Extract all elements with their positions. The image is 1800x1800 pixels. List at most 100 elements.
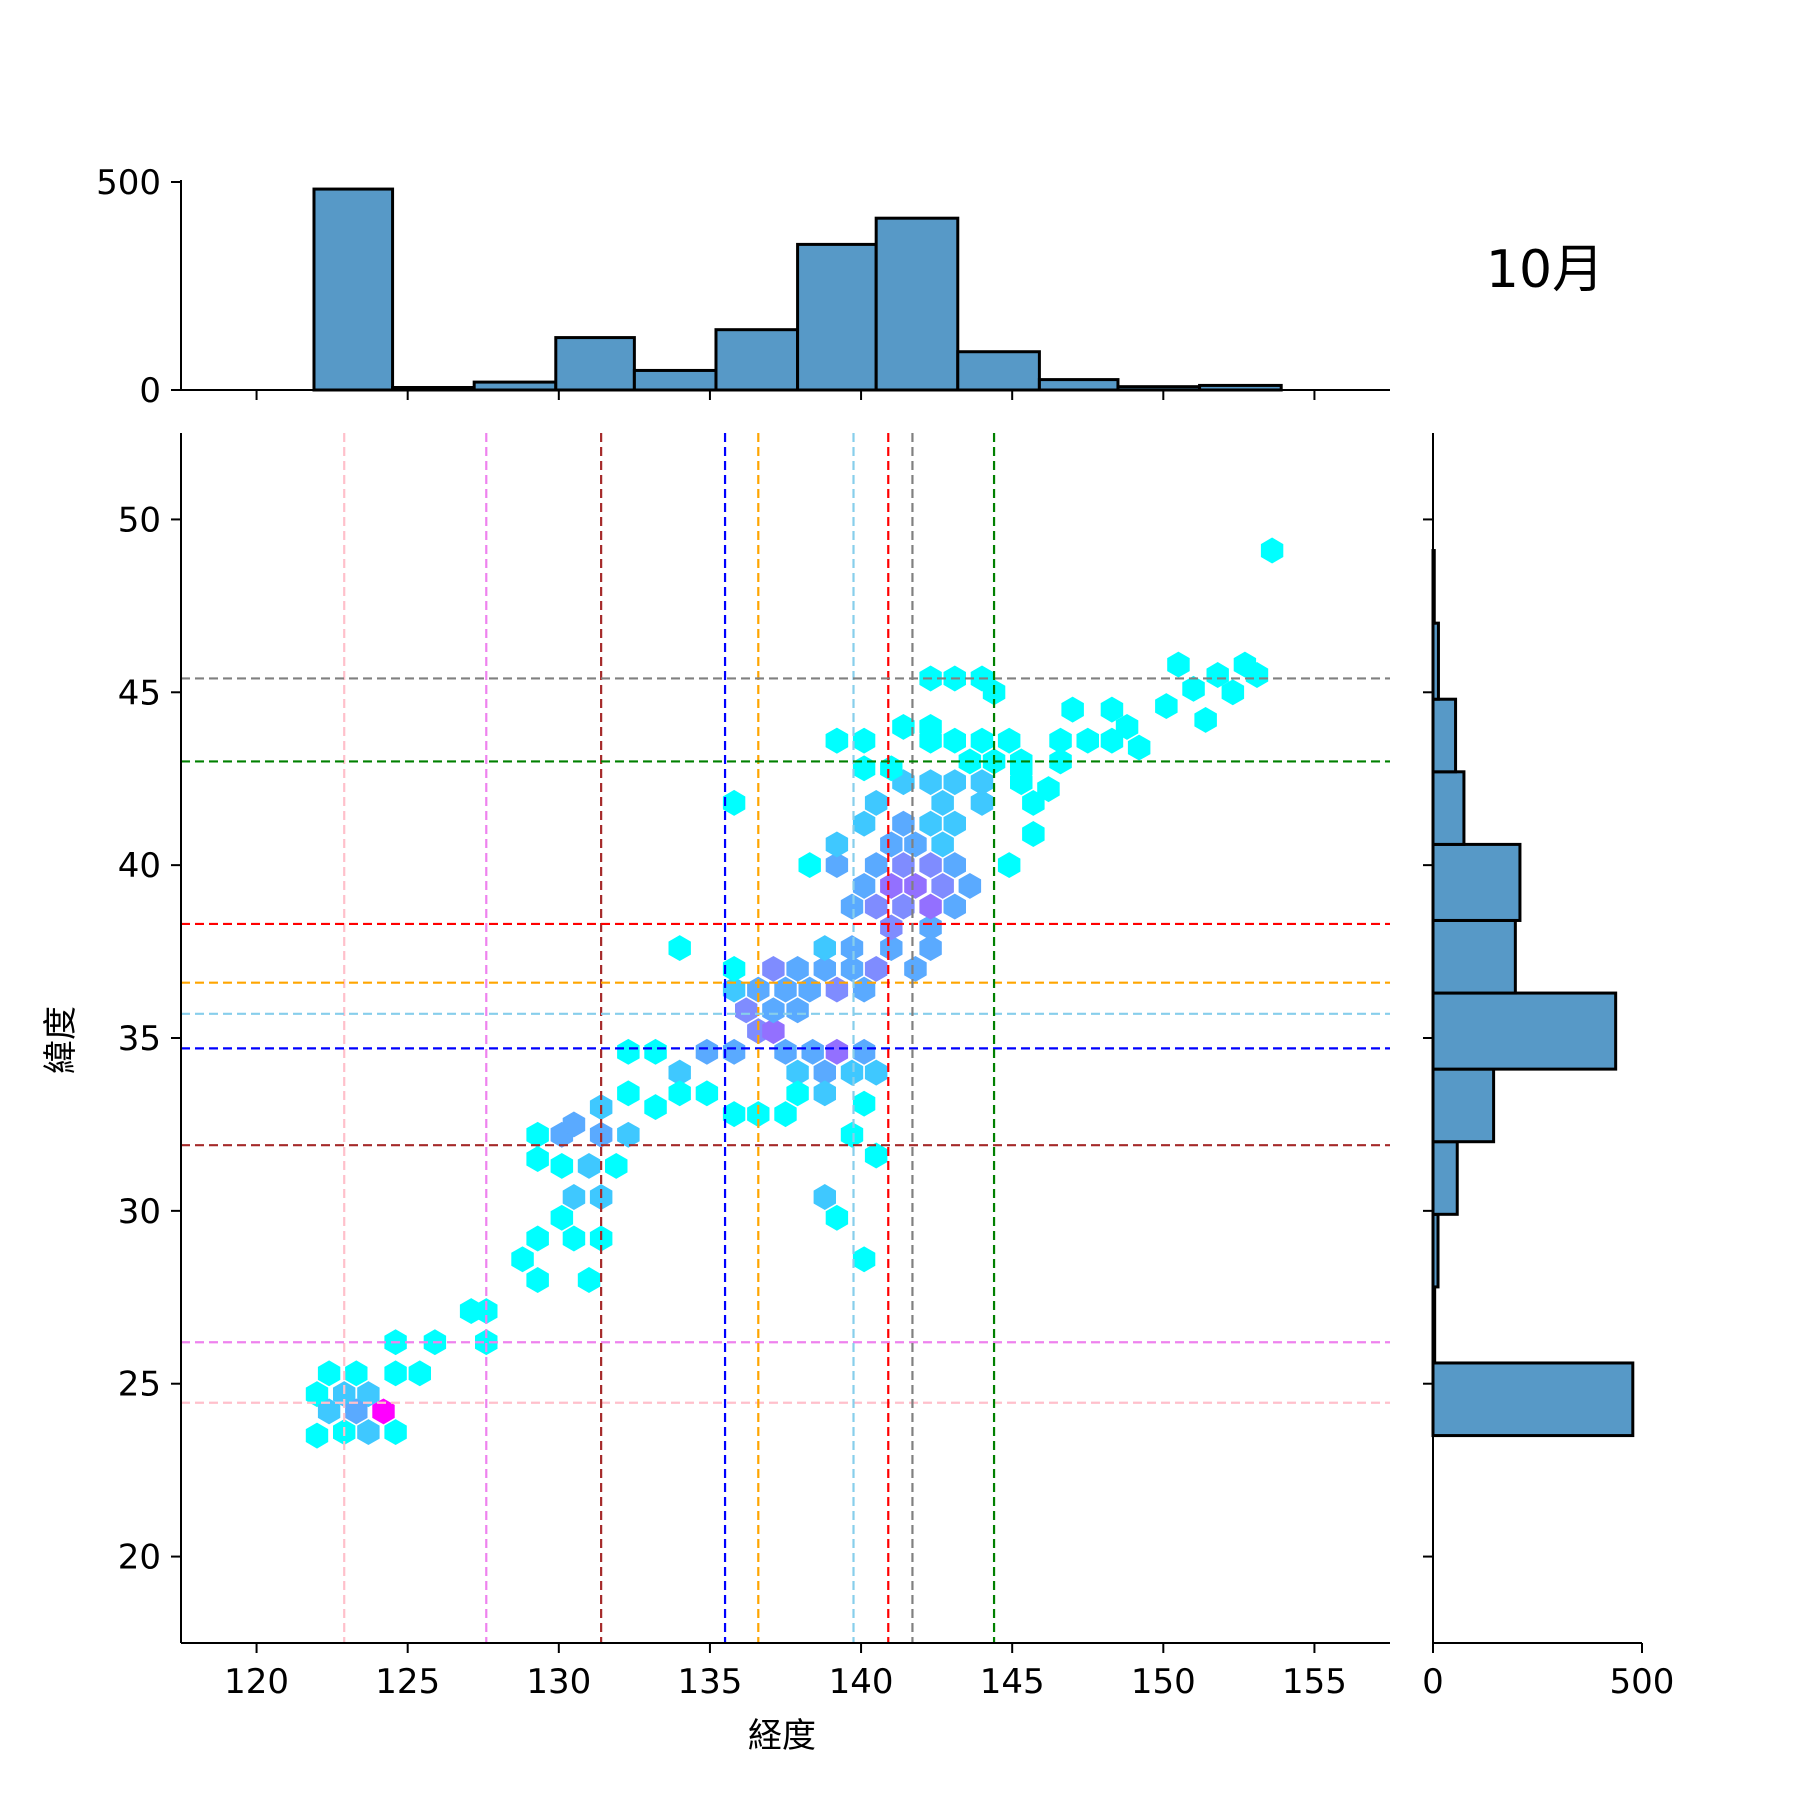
axes: 120 125 130 135 140 145 150 1552025303540455005… bbox=[96, 163, 1674, 1702]
hexbin-cell bbox=[722, 789, 746, 816]
y-tick-label: 45 bbox=[118, 673, 161, 713]
histogram-bar bbox=[1431, 918, 1517, 995]
y-tick-label: 25 bbox=[118, 1365, 161, 1405]
hexbin-cell bbox=[345, 1360, 368, 1387]
x-tick-label: 140 bbox=[829, 1662, 894, 1702]
hexbin-cell bbox=[1022, 789, 1045, 816]
hexbin-cell bbox=[550, 1204, 574, 1231]
histogram-bar bbox=[1037, 378, 1120, 392]
hexbin-cell bbox=[931, 789, 954, 816]
hexbin-cell bbox=[774, 1038, 797, 1065]
histogram-bar bbox=[796, 242, 878, 392]
hexbin-cell bbox=[892, 893, 915, 920]
hexbin-cell bbox=[617, 1080, 640, 1107]
hexbin-cell bbox=[864, 852, 888, 879]
x-axis-title: 経度 bbox=[748, 1716, 816, 1756]
hexbin-cell bbox=[1049, 727, 1072, 754]
histogram-bar bbox=[1431, 1140, 1459, 1216]
hexbin-cell bbox=[825, 852, 849, 879]
histogram-bar bbox=[1431, 1361, 1635, 1438]
x-tick-label: 135 bbox=[677, 1662, 742, 1702]
y-tick-label: 20 bbox=[118, 1538, 161, 1578]
hexbin-cell bbox=[852, 872, 876, 899]
hexbin-cell bbox=[1155, 693, 1178, 720]
hexbin-cell bbox=[919, 769, 942, 796]
hexbin-cell bbox=[722, 1038, 746, 1065]
histogram-bar bbox=[554, 336, 636, 392]
hexbin-cell bbox=[526, 1267, 549, 1293]
hexbin-cell bbox=[892, 810, 915, 837]
histogram-bar bbox=[1431, 991, 1618, 1071]
hexbin-cell bbox=[1076, 727, 1099, 754]
hexbin-cell bbox=[919, 935, 942, 962]
hexbin-cell bbox=[372, 1398, 395, 1425]
hexbin-cell bbox=[345, 1398, 368, 1425]
hexbin-cell bbox=[813, 1184, 836, 1210]
hexbin-cell bbox=[801, 1038, 824, 1065]
hexbin-cell bbox=[1245, 662, 1269, 688]
hexbin-cell bbox=[1022, 821, 1045, 847]
hexbin-cell bbox=[864, 789, 888, 816]
hexbin-cell bbox=[1037, 776, 1060, 803]
histogram-bar bbox=[956, 350, 1041, 392]
hexbin-cell bbox=[1182, 675, 1205, 702]
hexbin-cell bbox=[305, 1422, 329, 1449]
hexbin-cell bbox=[1061, 696, 1084, 723]
hexbin-cell bbox=[511, 1246, 534, 1273]
hexbin-cell bbox=[919, 810, 942, 837]
hexbin-cell bbox=[617, 1121, 640, 1148]
histogram-bar bbox=[472, 380, 558, 392]
hexbin-cell bbox=[813, 955, 836, 982]
hexbin-cell bbox=[317, 1398, 341, 1425]
y-tick-label: 35 bbox=[118, 1019, 161, 1059]
hexbin-cell bbox=[931, 831, 954, 858]
hexbin-cell bbox=[762, 955, 785, 982]
hexbin-cell bbox=[735, 997, 758, 1024]
x-tick-label: 150 bbox=[1131, 1662, 1196, 1702]
hexbin-cell bbox=[997, 727, 1021, 754]
hexbin-cell bbox=[970, 769, 994, 796]
hexbin-cell bbox=[786, 1080, 809, 1107]
histogram-bar bbox=[874, 216, 960, 392]
hexbin-cell bbox=[813, 1080, 836, 1107]
hexbin-cell bbox=[317, 1360, 341, 1387]
histogram-bar bbox=[312, 187, 395, 392]
hexbin-cell bbox=[526, 1146, 549, 1172]
hexbin-cell bbox=[474, 1329, 498, 1356]
hexbin-cell bbox=[384, 1360, 407, 1387]
hexbin-cell bbox=[880, 935, 903, 962]
hexbin-cell bbox=[864, 1142, 888, 1169]
hexbin-cell bbox=[1100, 696, 1124, 723]
hexbin-cell bbox=[798, 852, 821, 879]
hexbin-cell bbox=[1194, 706, 1217, 733]
hexbin-cell bbox=[864, 955, 888, 982]
latitude-histogram bbox=[1431, 549, 1635, 1438]
longitude-histogram bbox=[312, 187, 1283, 392]
hexbin-cell bbox=[880, 914, 903, 941]
hexbin-cell bbox=[919, 893, 942, 920]
hexbin-cell bbox=[880, 872, 903, 899]
hexbin-cell bbox=[305, 1381, 329, 1408]
x-tick-label: 125 bbox=[375, 1662, 440, 1702]
x-tick-label: 145 bbox=[980, 1662, 1045, 1702]
hexbin-cell bbox=[892, 852, 915, 879]
hexbin-cell bbox=[384, 1419, 407, 1446]
histogram-bar bbox=[714, 328, 800, 392]
hexbin-cell bbox=[562, 1225, 586, 1252]
hexbin-cell bbox=[786, 955, 809, 982]
hexbin-cell bbox=[864, 893, 888, 920]
hexbin-cell bbox=[1127, 734, 1151, 761]
hexbin-plot bbox=[181, 433, 1390, 1643]
y-tick-label: 50 bbox=[118, 500, 161, 540]
hexbin-cell bbox=[762, 997, 785, 1024]
hexbin-cell bbox=[1049, 748, 1072, 775]
hexbin-cell bbox=[840, 893, 864, 920]
hexbin-cell bbox=[813, 935, 836, 962]
hexbin-cell bbox=[943, 810, 966, 837]
chart-title: 10月 bbox=[1486, 240, 1604, 300]
hexbin-cell bbox=[880, 831, 903, 858]
hexbin-cell bbox=[562, 1111, 586, 1138]
hexbin-cell bbox=[943, 893, 966, 920]
hexbin-cell bbox=[840, 955, 864, 982]
hexbin-cell bbox=[1206, 662, 1229, 688]
